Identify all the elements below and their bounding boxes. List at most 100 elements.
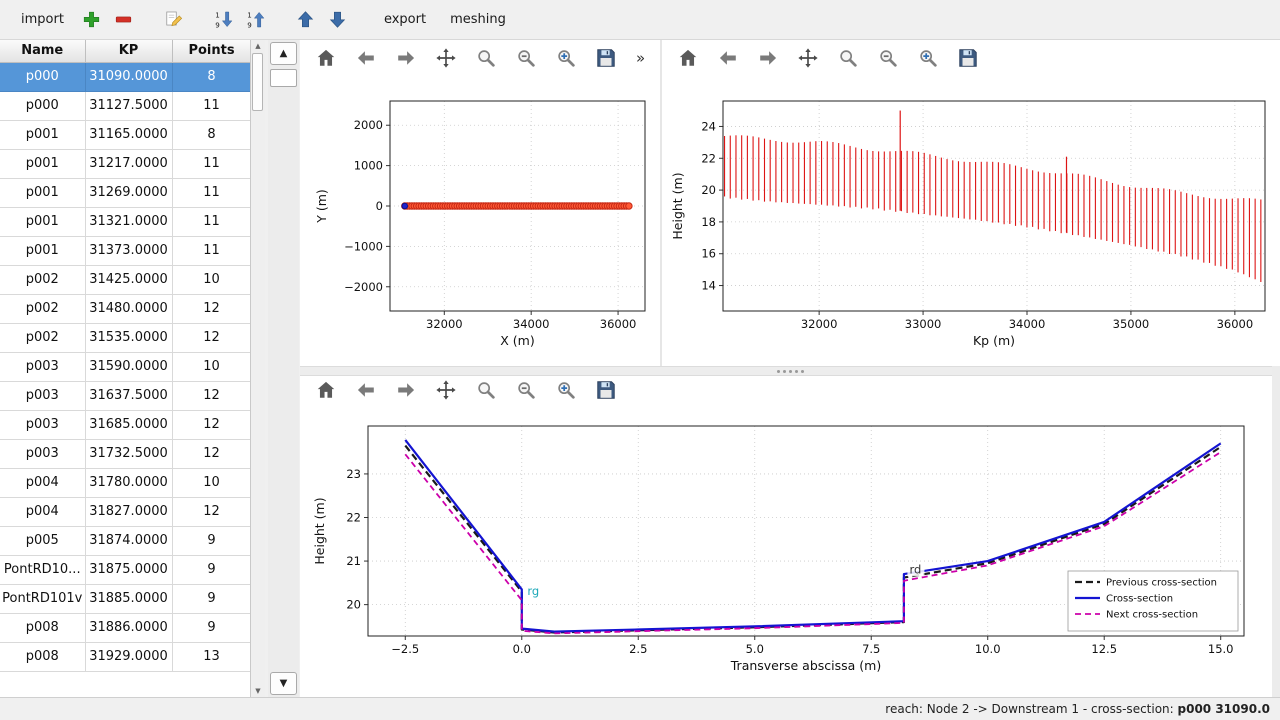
- forward-icon[interactable]: [392, 45, 419, 72]
- table-row[interactable]: p004 31780.0000 10: [0, 468, 250, 498]
- cross-section-plot-canvas[interactable]: −2.5 0.0 2.5 5.0 7.5 10.0 12.5 15.0 20 21 22 23 Tran…: [300, 404, 1272, 691]
- table-cell[interactable]: 9: [171, 526, 250, 556]
- home-icon[interactable]: [674, 45, 701, 72]
- table-row[interactable]: PontRD10... 31875.0000 9: [0, 555, 250, 585]
- table-cell[interactable]: 9: [171, 584, 250, 614]
- table-row[interactable]: PontRD101v 31885.0000 9: [0, 584, 250, 614]
- table-cell[interactable]: p002: [0, 294, 86, 324]
- table-cell[interactable]: 31269.0000: [84, 178, 173, 208]
- table-cell[interactable]: 10: [171, 265, 250, 295]
- table-row[interactable]: p003 31732.5000 12: [0, 439, 250, 469]
- table-cell[interactable]: 31425.0000: [84, 265, 173, 295]
- table-cell[interactable]: 10: [171, 468, 250, 498]
- table-cell[interactable]: 11: [171, 91, 250, 121]
- table-cell[interactable]: 31480.0000: [84, 294, 173, 324]
- table-row[interactable]: p001 31217.0000 11: [0, 149, 250, 179]
- table-cell[interactable]: p003: [0, 439, 86, 469]
- table-cell[interactable]: 11: [171, 236, 250, 266]
- pan-icon[interactable]: [794, 45, 821, 72]
- table-cell[interactable]: p008: [0, 613, 86, 643]
- section-up-button[interactable]: ▲: [270, 42, 297, 65]
- table-cell[interactable]: 31321.0000: [84, 207, 173, 237]
- table-cell[interactable]: 31165.0000: [84, 120, 173, 150]
- table-cell[interactable]: 31373.0000: [84, 236, 173, 266]
- table-row[interactable]: p004 31827.0000 12: [0, 497, 250, 527]
- zoom-settings-icon[interactable]: [874, 45, 901, 72]
- meshing-button[interactable]: meshing: [450, 12, 506, 27]
- column-header-points[interactable]: Points: [171, 40, 250, 63]
- table-cell[interactable]: 31590.0000: [84, 352, 173, 382]
- table-cell[interactable]: 10: [171, 352, 250, 382]
- table-cell[interactable]: p002: [0, 265, 86, 295]
- home-icon[interactable]: [312, 377, 339, 404]
- table-cell[interactable]: 31535.0000: [84, 323, 173, 353]
- table-row[interactable]: p002 31535.0000 12: [0, 323, 250, 353]
- table-row[interactable]: p003 31590.0000 10: [0, 352, 250, 382]
- table-cell[interactable]: 12: [171, 497, 250, 527]
- table-cell[interactable]: p003: [0, 381, 86, 411]
- table-cell[interactable]: p004: [0, 497, 86, 527]
- scrollbar-thumb[interactable]: [252, 53, 263, 111]
- table-cell[interactable]: p004: [0, 468, 86, 498]
- table-cell[interactable]: p003: [0, 352, 86, 382]
- table-cell[interactable]: 11: [171, 178, 250, 208]
- table-cell[interactable]: 31875.0000: [84, 555, 173, 585]
- save-icon[interactable]: [954, 45, 981, 72]
- forward-icon[interactable]: [754, 45, 781, 72]
- scroll-down-icon[interactable]: ▼: [255, 687, 261, 695]
- delete-cross-section-button[interactable]: [111, 7, 137, 33]
- table-cell[interactable]: p001: [0, 149, 86, 179]
- table-cell[interactable]: 31885.0000: [84, 584, 173, 614]
- edit-cross-section-button[interactable]: [161, 7, 187, 33]
- table-row[interactable]: p001 31373.0000 11: [0, 236, 250, 266]
- table-row[interactable]: p003 31637.5000 12: [0, 381, 250, 411]
- table-cell[interactable]: 9: [171, 555, 250, 585]
- forward-icon[interactable]: [392, 377, 419, 404]
- import-button[interactable]: import: [21, 12, 64, 27]
- table-row[interactable]: p001 31165.0000 8: [0, 120, 250, 150]
- table-cell[interactable]: p008: [0, 642, 86, 672]
- table-cell[interactable]: 31090.0000: [84, 62, 173, 92]
- table-scrollbar[interactable]: ▲ ▼: [251, 40, 265, 697]
- section-down-button[interactable]: ▼: [270, 672, 297, 695]
- table-row[interactable]: p000 31127.5000 11: [0, 91, 250, 121]
- table-row[interactable]: p000 31090.0000 8: [0, 62, 250, 92]
- back-icon[interactable]: [714, 45, 741, 72]
- table-cell[interactable]: 8: [171, 62, 250, 92]
- add-cross-section-button[interactable]: [79, 7, 105, 33]
- zoom-icon[interactable]: [472, 45, 499, 72]
- table-cell[interactable]: p001: [0, 236, 86, 266]
- zoom-settings-icon[interactable]: [512, 45, 539, 72]
- table-cell[interactable]: p001: [0, 178, 86, 208]
- column-header-kp[interactable]: KP: [84, 40, 173, 63]
- horizontal-splitter[interactable]: [300, 366, 1280, 376]
- table-cell[interactable]: p005: [0, 526, 86, 556]
- table-cell[interactable]: 13: [171, 642, 250, 672]
- move-down-button[interactable]: [325, 7, 351, 33]
- vertical-splitter[interactable]: [660, 40, 662, 366]
- table-row[interactable]: p008 31929.0000 13: [0, 642, 250, 672]
- table-row[interactable]: p001 31321.0000 11: [0, 207, 250, 237]
- table-cell[interactable]: 9: [171, 613, 250, 643]
- table-row[interactable]: p002 31425.0000 10: [0, 265, 250, 295]
- zoom-plus-icon[interactable]: [552, 377, 579, 404]
- table-cell[interactable]: 31929.0000: [84, 642, 173, 672]
- pan-icon[interactable]: [432, 377, 459, 404]
- table-cell[interactable]: p003: [0, 410, 86, 440]
- table-cell[interactable]: 31127.5000: [84, 91, 173, 121]
- back-icon[interactable]: [352, 377, 379, 404]
- table-cell[interactable]: p001: [0, 207, 86, 237]
- table-row[interactable]: p008 31886.0000 9: [0, 613, 250, 643]
- table-cell[interactable]: 8: [171, 120, 250, 150]
- table-cell[interactable]: 31685.0000: [84, 410, 173, 440]
- table-row[interactable]: p003 31685.0000 12: [0, 410, 250, 440]
- export-button[interactable]: export: [383, 12, 427, 27]
- table-cell[interactable]: 31827.0000: [84, 497, 173, 527]
- table-row[interactable]: p001 31269.0000 11: [0, 178, 250, 208]
- save-icon[interactable]: [592, 377, 619, 404]
- table-row[interactable]: p005 31874.0000 9: [0, 526, 250, 556]
- scroll-up-icon[interactable]: ▲: [255, 42, 261, 50]
- profile-plot-canvas[interactable]: 32000 33000 34000 35000 36000 14 16 18 20 22 24 Kp …: [662, 76, 1280, 366]
- table-cell[interactable]: PontRD101v: [0, 584, 86, 614]
- zoom-plus-icon[interactable]: [552, 45, 579, 72]
